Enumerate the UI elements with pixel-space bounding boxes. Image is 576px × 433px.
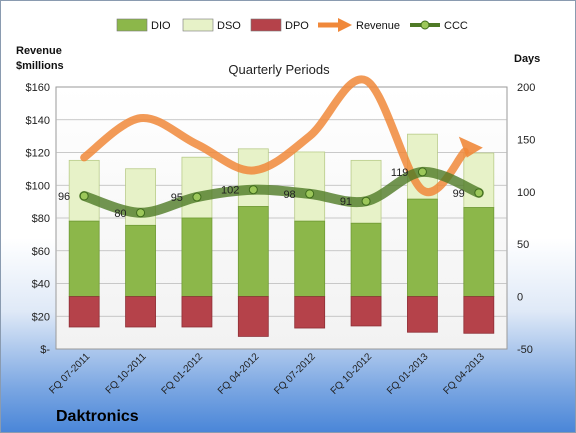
right-tick-label: 200: [517, 82, 535, 94]
bar-dpo: [407, 296, 438, 333]
revenue-arrow-head: [458, 136, 483, 158]
legend-swatch-dso: [182, 18, 214, 32]
right-tick-label: 0: [517, 292, 523, 304]
bar-dio: [68, 220, 100, 297]
left-axis-title-line2: $millions: [16, 60, 64, 72]
chart-title: Quarterly Periods: [228, 62, 330, 77]
bar-dpo: [294, 296, 326, 329]
left-tick-label: $60: [32, 246, 50, 258]
ccc-data-label: 98: [283, 189, 295, 201]
x-tick-label: FQ 01-2012: [160, 351, 206, 397]
ccc-data-label: 96: [58, 191, 70, 203]
legend-label-dio: DIO: [151, 20, 171, 32]
bar-dio: [125, 224, 156, 297]
ccc-marker: [248, 185, 258, 195]
left-tick-label: $80: [32, 213, 50, 225]
left-tick-label: $20: [32, 311, 50, 323]
bar-dio: [350, 222, 382, 298]
x-tick-label: FQ 04-2013: [441, 351, 487, 397]
x-tick-label: FQ 10-2011: [104, 351, 149, 396]
legend-marker-ccc: [420, 20, 430, 30]
x-tick-label: FQ 01-2013: [385, 351, 431, 397]
ccc-data-label: 80: [114, 208, 126, 220]
bar-dso: [463, 152, 495, 208]
ccc-marker: [361, 196, 371, 206]
bar-dpo: [237, 296, 269, 337]
left-tick-label: $160: [26, 82, 50, 94]
bar-dio: [294, 220, 326, 297]
bars: [68, 133, 495, 337]
ccc-data-label: 91: [340, 196, 352, 208]
revenue-line: [80, 75, 469, 197]
legend-label-dso: DSO: [217, 20, 241, 32]
ccc-marker: [474, 188, 484, 198]
legend-label-dpo: DPO: [285, 20, 309, 32]
bar-dpo: [125, 296, 156, 328]
company-name: Daktronics: [56, 408, 139, 425]
bar-dpo: [68, 296, 100, 328]
bar-dso: [181, 156, 213, 219]
ccc-marker: [136, 208, 146, 218]
bar-dio: [237, 206, 269, 297]
ccc-data-label: 102: [221, 185, 239, 197]
ccc-marker: [79, 191, 89, 201]
bar-dso: [68, 159, 100, 222]
ccc-marker: [192, 192, 202, 202]
left-tick-label: $-: [40, 344, 50, 356]
legend-swatch-dpo: [250, 18, 282, 32]
legend-swatch-dio: [116, 18, 148, 32]
bar-dio: [181, 217, 213, 297]
bar-dpo: [350, 296, 382, 327]
left-tick-label: $40: [32, 279, 50, 291]
left-axis-title-line1: Revenue: [16, 45, 62, 57]
x-tick-label: FQ 10-2012: [329, 351, 375, 397]
bar-dpo: [181, 296, 213, 328]
right-tick-label: 100: [517, 187, 535, 199]
x-tick-label: FQ 07-2011: [47, 351, 92, 396]
legend-arrow-revenue: [338, 18, 352, 32]
right-tick-label: 150: [517, 134, 535, 146]
bar-dso: [294, 151, 326, 222]
right-tick-label: 50: [517, 239, 529, 251]
right-axis-title: Days: [514, 53, 540, 65]
left-tick-label: $120: [26, 148, 50, 160]
left-tick-label: $100: [26, 180, 50, 192]
left-tick-label: $140: [26, 115, 50, 127]
ccc-marker: [417, 167, 427, 177]
bar-dio: [407, 198, 438, 297]
bar-dio: [463, 207, 495, 298]
ccc-line: [79, 166, 484, 218]
ccc-data-label: 99: [453, 188, 465, 200]
legend-label-revenue: Revenue: [356, 20, 400, 32]
ccc-data-label: 119: [391, 167, 409, 179]
ccc-data-label: 95: [171, 192, 183, 204]
ccc-marker: [305, 189, 315, 199]
right-tick-label: -50: [517, 344, 533, 356]
bar-dpo: [463, 296, 495, 334]
lines: 96 80 95 102 98 91 119 99: [58, 75, 484, 220]
legend-label-ccc: CCC: [444, 20, 468, 32]
x-tick-label: FQ 07-2012: [272, 351, 318, 397]
legend: DIO DSO DPO Revenue CCC: [116, 18, 468, 32]
bar-dso: [237, 148, 269, 207]
x-tick-label: FQ 04-2012: [216, 351, 262, 397]
